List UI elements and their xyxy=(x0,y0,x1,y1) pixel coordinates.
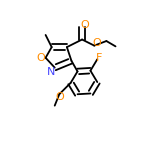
Text: O: O xyxy=(92,38,101,48)
Text: O: O xyxy=(36,53,45,63)
Text: O: O xyxy=(80,20,89,30)
Text: F: F xyxy=(96,53,102,63)
Text: N: N xyxy=(47,67,56,77)
Text: O: O xyxy=(56,92,64,102)
